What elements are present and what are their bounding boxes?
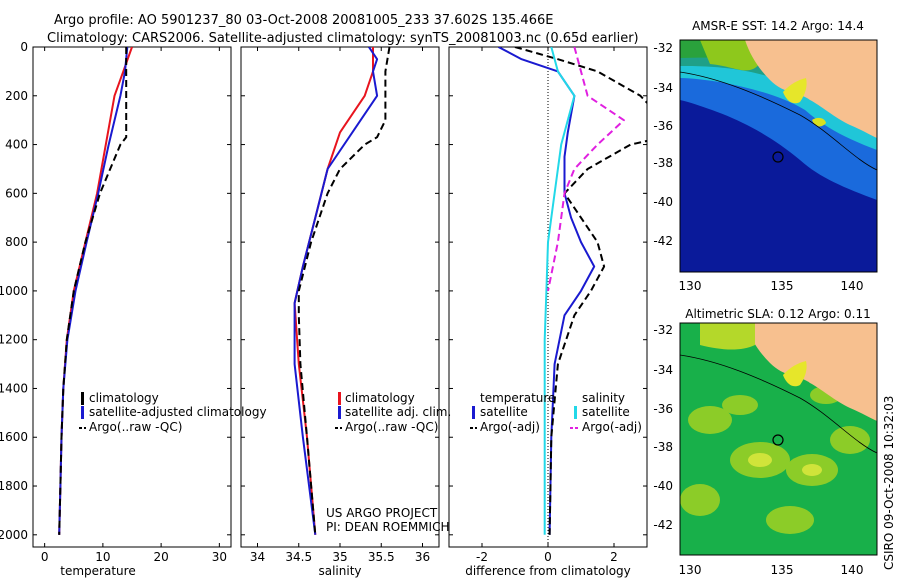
sla-map-frame bbox=[679, 322, 878, 556]
salinity-lines bbox=[293, 47, 391, 535]
sst-map-lat-labels: -32 -34 -36 -38 -40 -42 bbox=[653, 41, 673, 248]
land-mass bbox=[745, 40, 877, 138]
legend-swatch-climatology bbox=[81, 392, 84, 405]
svg-text:-32: -32 bbox=[653, 323, 673, 337]
land-mass bbox=[745, 323, 877, 421]
depth-tick-label: 800 bbox=[5, 235, 28, 249]
sst-map-lon-labels: 130 135 140 bbox=[679, 279, 864, 293]
sst-map-title: AMSR-E SST: 14.2 Argo: 14.4 bbox=[692, 19, 864, 33]
legend-swatch-climatology bbox=[338, 392, 341, 405]
series-salinity-argo-adj bbox=[547, 47, 625, 292]
svg-text:-42: -42 bbox=[653, 234, 673, 248]
depth-tick-label: 1000 bbox=[0, 284, 28, 298]
sla-map-lon-labels: 130 135 140 bbox=[679, 563, 864, 577]
legend-temperature-argo: Argo(..raw -QC) bbox=[89, 420, 182, 434]
temperature-panel bbox=[32, 46, 232, 548]
legend-temp-argo: Argo(-adj) bbox=[480, 420, 540, 434]
svg-text:-40: -40 bbox=[653, 195, 673, 209]
depth-tick-label: 400 bbox=[5, 138, 28, 152]
legend-temp-satellite: satellite bbox=[480, 405, 528, 419]
depth-tick-label: 1400 bbox=[0, 381, 28, 395]
legend-temperature-climatology: climatology bbox=[89, 391, 159, 405]
title-line-1: Argo profile: AO 5901237_80 03-Oct-2008 … bbox=[54, 13, 553, 28]
difference-ticks: -2 0 2 bbox=[449, 46, 647, 564]
salinity-panel bbox=[240, 46, 440, 548]
temperature-lines bbox=[58, 47, 133, 535]
sst-map bbox=[680, 40, 877, 272]
series-argo-raw-qc bbox=[297, 47, 391, 535]
svg-text:-42: -42 bbox=[653, 518, 673, 532]
title-line-2: Climatology: CARS2006. Satellite-adjuste… bbox=[47, 31, 639, 46]
salinity-xlabel: salinity bbox=[318, 564, 361, 578]
sst-map-frame bbox=[679, 39, 878, 273]
x-tick-label: 10 bbox=[95, 550, 110, 564]
x-tick-label: 2 bbox=[610, 550, 618, 564]
svg-text:-36: -36 bbox=[653, 402, 673, 416]
temperature-xlabel: temperature bbox=[60, 564, 135, 578]
depth-tick-label: 0 bbox=[20, 40, 28, 54]
x-tick-label: 30 bbox=[212, 550, 227, 564]
depth-tick-label: 2000 bbox=[0, 528, 28, 542]
depth-tick-label: 1200 bbox=[0, 333, 28, 347]
x-tick-label: 35.5 bbox=[368, 550, 395, 564]
legend-salinity-climatology: climatology bbox=[345, 391, 415, 405]
pi-annotation: PI: DEAN ROEMMICH bbox=[326, 520, 449, 534]
series-argo-raw-qc bbox=[58, 47, 128, 535]
argo-float-marker bbox=[772, 434, 784, 446]
x-tick-label: 36 bbox=[415, 550, 430, 564]
temperature-ticks: 0 10 20 30 0 200 400 600 800 1000 1200 1400 1600 1800… bbox=[0, 40, 231, 564]
series-salinity-satellite bbox=[543, 47, 576, 535]
legend-swatch-satellite bbox=[81, 406, 84, 419]
legend-salinity-satellite: satellite adj. clim. bbox=[345, 405, 451, 419]
x-tick-label: 0 bbox=[41, 550, 49, 564]
svg-text:130: 130 bbox=[679, 563, 702, 577]
salinity-ticks: 34 34.5 35 35.5 36 bbox=[241, 46, 439, 564]
svg-text:140: 140 bbox=[841, 563, 864, 577]
series-climatology bbox=[58, 47, 133, 535]
difference-lines bbox=[498, 47, 647, 535]
depth-tick-label: 600 bbox=[5, 186, 28, 200]
legend-temperature-heading: temperature bbox=[480, 391, 555, 405]
svg-text:-34: -34 bbox=[653, 81, 673, 95]
series-satellite-adj-clim bbox=[293, 47, 379, 535]
legend-sal-argo: Argo(-adj) bbox=[582, 420, 642, 434]
credit-timestamp: CSIRO 09-Oct-2008 10:32:03 bbox=[882, 396, 896, 570]
x-tick-label: -2 bbox=[476, 550, 488, 564]
sla-map bbox=[680, 323, 877, 555]
svg-text:140: 140 bbox=[841, 279, 864, 293]
svg-text:-36: -36 bbox=[653, 119, 673, 133]
svg-text:-34: -34 bbox=[653, 363, 673, 377]
depth-tick-label: 200 bbox=[5, 89, 28, 103]
svg-text:135: 135 bbox=[771, 563, 794, 577]
legend-sal-satellite: satellite bbox=[582, 405, 630, 419]
x-tick-label: 0 bbox=[544, 550, 552, 564]
legend-temperature-satellite: satellite-adjusted climatology bbox=[89, 405, 267, 419]
legend-swatch-sal-satellite bbox=[574, 406, 577, 419]
series-satellite-adjusted-climatology bbox=[58, 47, 129, 535]
x-tick-label: 35 bbox=[332, 550, 347, 564]
svg-text:-38: -38 bbox=[653, 156, 673, 170]
argo-float-marker bbox=[772, 151, 784, 163]
svg-text:-38: -38 bbox=[653, 440, 673, 454]
project-annotation: US ARGO PROJECT bbox=[326, 506, 438, 520]
x-tick-label: 20 bbox=[153, 550, 168, 564]
depth-tick-label: 1800 bbox=[0, 479, 28, 493]
sla-map-title: Altimetric SLA: 0.12 Argo: 0.11 bbox=[685, 307, 870, 321]
svg-text:-32: -32 bbox=[653, 41, 673, 55]
legend-swatch-temp-satellite bbox=[472, 406, 475, 419]
sla-map-lat-labels: -32 -34 -36 -38 -40 -42 bbox=[653, 323, 673, 532]
svg-text:135: 135 bbox=[771, 279, 794, 293]
difference-xlabel: difference from climatology bbox=[465, 564, 631, 578]
legend-swatch-satellite bbox=[338, 406, 341, 419]
svg-text:130: 130 bbox=[679, 279, 702, 293]
svg-text:-40: -40 bbox=[653, 479, 673, 493]
x-tick-label: 34.5 bbox=[285, 550, 312, 564]
x-tick-label: 34 bbox=[250, 550, 265, 564]
series-temperature-argo-adj bbox=[514, 47, 647, 535]
depth-tick-label: 1600 bbox=[0, 430, 28, 444]
legend-salinity-heading: salinity bbox=[582, 391, 625, 405]
legend-salinity-argo: Argo(..raw -QC) bbox=[345, 420, 438, 434]
